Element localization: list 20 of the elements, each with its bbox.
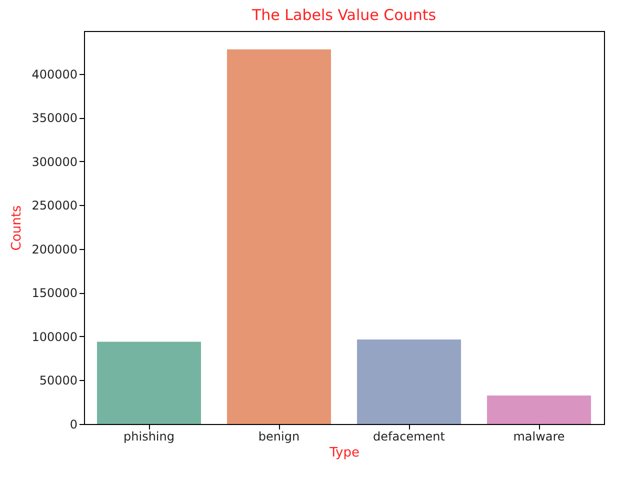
bar: [357, 340, 461, 424]
x-tick-label: defacement: [373, 430, 446, 444]
x-tick-label: benign: [258, 430, 300, 444]
y-tick-label: 250000: [32, 198, 78, 213]
x-tick-label: malware: [513, 430, 565, 444]
y-tick-label: 0: [70, 418, 78, 432]
bar: [487, 396, 591, 424]
x-axis-title: Type: [328, 446, 360, 460]
x-tick-label: phishing: [124, 430, 174, 444]
y-tick-label: 100000: [32, 330, 78, 344]
y-tick-label: 350000: [32, 111, 78, 126]
y-tick-label: 300000: [32, 154, 78, 169]
bar: [97, 342, 201, 424]
bar: [227, 49, 331, 424]
y-tick-label: 50000: [39, 374, 78, 388]
y-tick-label: 200000: [32, 242, 78, 256]
y-axis-title: Counts: [10, 205, 25, 251]
y-tick-label: 150000: [32, 286, 78, 300]
chart-title: The Labels Value Counts: [250, 6, 436, 24]
y-tick-label: 400000: [32, 67, 78, 82]
